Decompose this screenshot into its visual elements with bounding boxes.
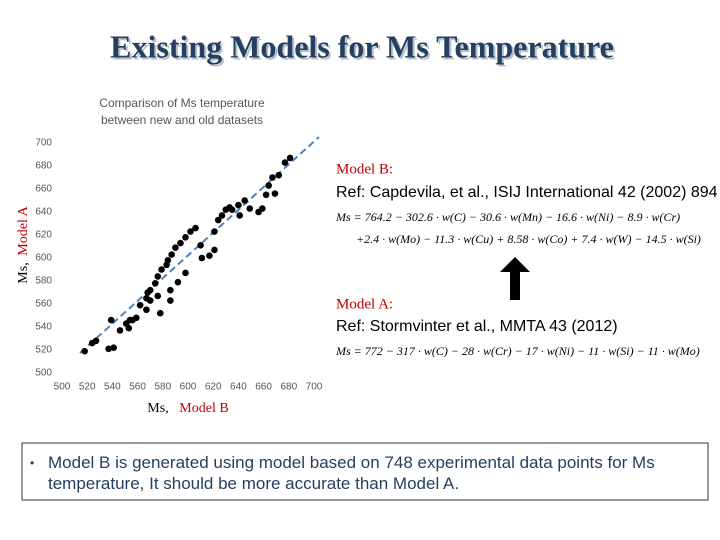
point [177, 239, 184, 247]
point [156, 309, 164, 317]
point [107, 316, 115, 324]
y-tick-label: 520 [35, 345, 52, 356]
model-a-ref: Ref: Stormvinter et al., MMTA 43 (2012) [336, 318, 618, 335]
point [136, 301, 144, 309]
y-tick-label: 540 [35, 322, 52, 333]
point [133, 314, 140, 322]
x-tick-label: 500 [54, 382, 71, 393]
chart-subtitle: between new and old datasets [101, 113, 263, 127]
point [187, 228, 194, 235]
point [192, 224, 199, 232]
point [286, 154, 294, 162]
overlap-cover [330, 202, 690, 212]
model-a-formula: Ms = 772 − 317 · w(C) − 28 · w(Cr) − 17 … [335, 344, 700, 358]
point [182, 269, 189, 277]
point [198, 254, 206, 262]
bullet-box [21, 442, 709, 501]
y-tick-label: 700 [35, 138, 52, 149]
x-tick-label: 580 [154, 382, 171, 393]
y-tick-label: 680 [35, 161, 52, 172]
point [158, 266, 165, 273]
point [228, 206, 236, 213]
point [146, 297, 154, 304]
point [125, 324, 133, 332]
point [105, 345, 112, 353]
slide-title: Existing Models for Ms Temperature [110, 28, 614, 64]
point [167, 286, 174, 294]
model-a-name: Model A: [336, 296, 393, 312]
point [154, 273, 162, 280]
x-tick-label: 520 [79, 382, 96, 393]
point [255, 208, 262, 216]
point [197, 242, 204, 249]
x-tick-label: 680 [280, 382, 297, 393]
chart-title: Comparison of Ms temperature [99, 96, 265, 110]
point [206, 252, 213, 259]
y-tick-label: 500 [35, 368, 52, 379]
x-tick-label: 700 [306, 382, 323, 393]
arrow-up [500, 257, 530, 300]
point [218, 212, 226, 219]
x-label-name: Model B [179, 401, 228, 416]
point [281, 159, 289, 166]
model-b-formula: +2.4 · w(Mo) − 11.3 · w(Cu) + 8.58 · w(C… [356, 232, 701, 246]
point [241, 197, 248, 204]
y-tick-label: 640 [35, 207, 52, 218]
point [116, 327, 124, 334]
point [211, 246, 218, 254]
point [182, 234, 189, 241]
point [164, 257, 172, 264]
point [146, 286, 154, 294]
point [172, 244, 179, 251]
x-label-prefix: Ms, [147, 401, 168, 416]
point [235, 201, 242, 209]
point [275, 171, 283, 179]
model-b-formula: Ms = 764.2 − 302.6 · w(C) − 30.6 · w(Mn)… [335, 210, 680, 224]
x-tick-label: 560 [129, 382, 146, 393]
point [168, 251, 175, 258]
y-tick-label: 620 [35, 230, 52, 241]
point [211, 228, 218, 235]
y-tick-label: 560 [35, 299, 52, 310]
model-b-name: Model B: [336, 161, 393, 177]
point [154, 292, 162, 300]
y-label-prefix: Ms, [16, 262, 31, 283]
y-label: Ms, Model A [16, 205, 31, 283]
point [271, 190, 279, 197]
point [246, 205, 254, 212]
point [143, 306, 150, 314]
point [167, 297, 174, 304]
x-tick-label: 640 [230, 382, 247, 393]
x-tick-label: 620 [205, 382, 222, 393]
point [92, 337, 100, 345]
point [236, 212, 243, 219]
y-tick-label: 580 [35, 276, 52, 287]
x-tick-label: 540 [104, 382, 121, 393]
point [269, 174, 276, 181]
x-tick-label: 660 [255, 382, 272, 393]
point [262, 191, 270, 199]
y-label-name: Model A [16, 205, 31, 255]
point [265, 182, 272, 189]
title-shadow: Existing Models for Ms Temperature [112, 30, 616, 66]
point [151, 280, 159, 287]
point [81, 347, 88, 355]
point [110, 344, 117, 352]
y-tick-label: 600 [35, 253, 52, 264]
point [214, 216, 222, 224]
y-tick-label: 660 [35, 184, 52, 195]
point [174, 278, 182, 286]
plot: 500 520 540 560 580 600 620 640 660 680 700 500 520 5… [35, 136, 323, 393]
bullet-dot: • [30, 456, 34, 470]
bullet-text: Model B is generated using model based o… [48, 453, 655, 493]
bullet-holder: Model B is generated using model based o… [48, 453, 655, 493]
x-tick-label: 600 [180, 382, 197, 393]
model-b-ref: Ref: Capdevila, et al., ISIJ Internation… [336, 184, 718, 201]
